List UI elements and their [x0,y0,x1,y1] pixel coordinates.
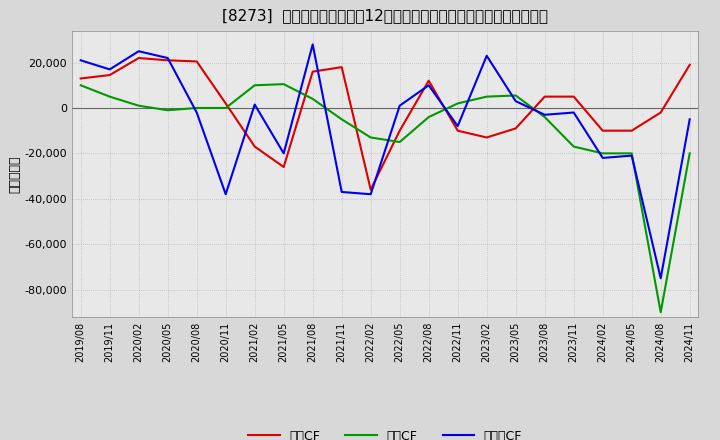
営業CF [657,110,665,115]
営業CF [627,128,636,133]
投賃CF [251,83,259,88]
フリーCF [279,151,288,156]
Line: 営業CF: 営業CF [81,58,690,190]
フリーCF [192,110,201,115]
投賃CF [338,117,346,122]
投賃CF [395,139,404,145]
フリーCF [105,67,114,72]
Line: 投賃CF: 投賃CF [81,84,690,312]
フリーCF [251,102,259,107]
営業CF [76,76,85,81]
Y-axis label: （百万円）: （百万円） [9,155,22,193]
営業CF [279,165,288,170]
投賃CF [598,151,607,156]
営業CF [482,135,491,140]
Legend: 営業CF, 投賃CF, フリーCF: 営業CF, 投賃CF, フリーCF [243,425,527,440]
フリーCF [598,155,607,161]
営業CF [135,55,143,61]
フリーCF [163,55,172,61]
投賃CF [511,93,520,98]
投賃CF [366,135,375,140]
投賃CF [424,114,433,120]
フリーCF [76,58,85,63]
フリーCF [308,42,317,47]
フリーCF [424,83,433,88]
フリーCF [541,112,549,117]
フリーCF [454,124,462,129]
投賃CF [192,105,201,110]
投賃CF [76,83,85,88]
フリーCF [657,275,665,281]
営業CF [308,69,317,74]
営業CF [251,144,259,149]
投賃CF [570,144,578,149]
営業CF [454,128,462,133]
営業CF [395,128,404,133]
フリーCF [338,189,346,194]
フリーCF [685,117,694,122]
営業CF [192,59,201,64]
投賃CF [279,81,288,87]
フリーCF [135,48,143,54]
投賃CF [685,151,694,156]
投賃CF [482,94,491,99]
営業CF [424,78,433,83]
投賃CF [541,114,549,120]
投賃CF [627,151,636,156]
投賃CF [221,105,230,110]
Title: [8273]  キャッシュフローの12か月移動合計の対前年同期増減額の推移: [8273] キャッシュフローの12か月移動合計の対前年同期増減額の推移 [222,7,548,23]
フリーCF [366,191,375,197]
営業CF [598,128,607,133]
投賃CF [163,108,172,113]
Line: フリーCF: フリーCF [81,44,690,278]
フリーCF [482,53,491,59]
営業CF [685,62,694,67]
フリーCF [627,153,636,158]
フリーCF [511,99,520,104]
営業CF [570,94,578,99]
営業CF [511,126,520,131]
営業CF [366,187,375,192]
投賃CF [657,310,665,315]
営業CF [163,58,172,63]
投賃CF [135,103,143,108]
フリーCF [395,103,404,108]
投賃CF [105,94,114,99]
フリーCF [570,110,578,115]
営業CF [338,65,346,70]
営業CF [105,73,114,78]
営業CF [221,101,230,106]
フリーCF [221,191,230,197]
投賃CF [454,101,462,106]
営業CF [541,94,549,99]
投賃CF [308,96,317,102]
